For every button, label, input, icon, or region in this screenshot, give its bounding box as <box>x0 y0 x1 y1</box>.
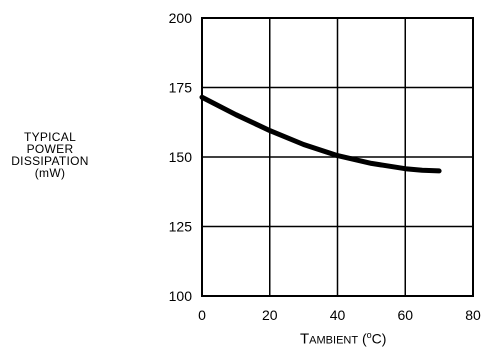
y-axis-label: TYPICAL POWER DISSIPATION (mW) <box>0 131 100 179</box>
x-axis-label: TAMBIENT (oC) <box>300 330 386 348</box>
y-axis-label-line: (mW) <box>34 166 66 180</box>
x-tick-labels: 0 20 40 60 80 <box>198 307 481 323</box>
y-tick-labels: 100 125 150 175 200 <box>169 10 193 304</box>
degree-symbol: o <box>366 330 372 340</box>
y-tick-label: 175 <box>169 80 193 96</box>
x-tick-label: 0 <box>198 307 206 323</box>
x-axis-label-initial: T <box>300 330 310 348</box>
series-line <box>199 94 442 174</box>
x-tick-label: 60 <box>397 307 413 323</box>
x-tick-label: 20 <box>262 307 278 323</box>
y-tick-label: 200 <box>169 10 193 26</box>
y-tick-label: 100 <box>169 288 193 304</box>
y-axis-label-line: TYPICAL <box>23 130 77 144</box>
x-axis-label-unit-open: ( <box>361 330 367 347</box>
y-tick-label: 150 <box>169 149 193 165</box>
x-axis-label-subscript: AMBIENT <box>309 334 359 347</box>
y-tick-label: 125 <box>169 219 193 235</box>
y-axis-label-line: DISSIPATION <box>11 154 89 168</box>
x-tick-label: 40 <box>330 307 346 323</box>
y-axis-label-line: POWER <box>26 142 74 156</box>
plot-frame <box>201 17 474 297</box>
x-tick-label: 80 <box>465 307 481 323</box>
x-axis-label-unit-close: C) <box>371 330 387 347</box>
